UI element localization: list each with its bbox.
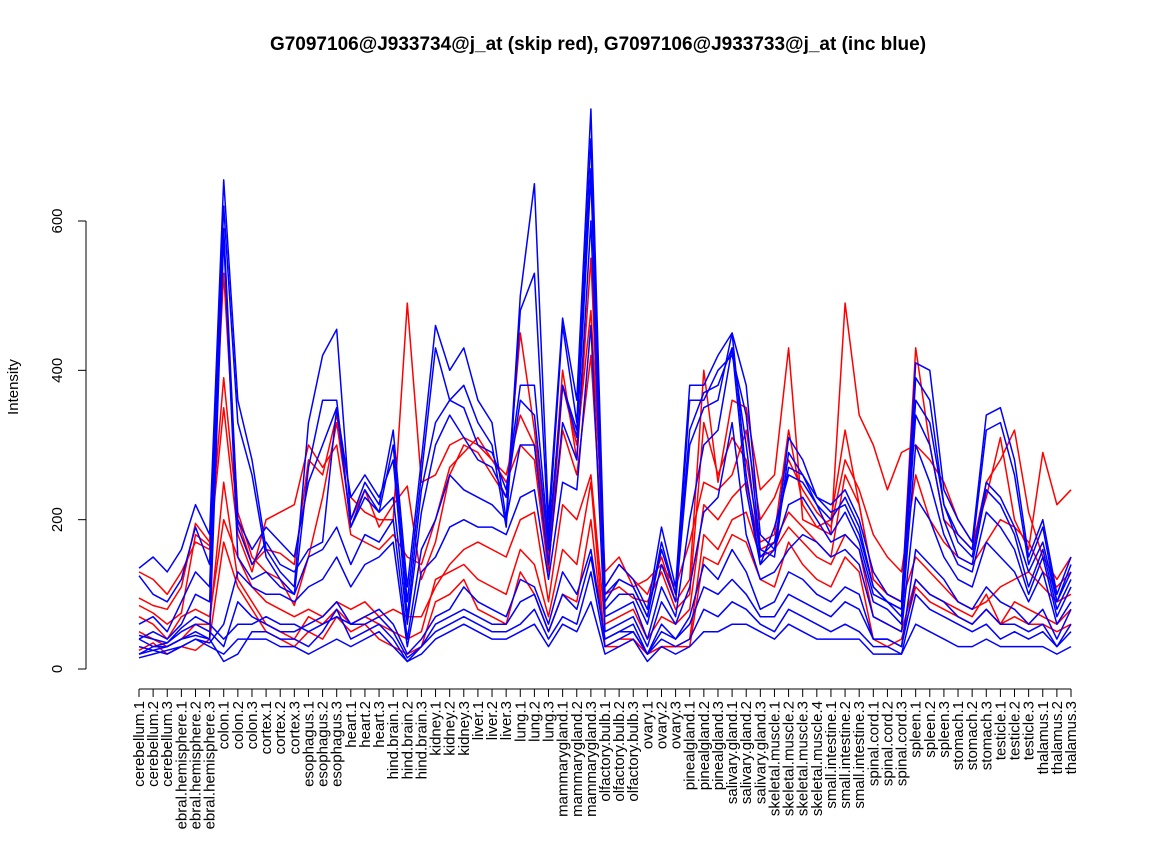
x-tick-label: spleen.1: [908, 701, 925, 758]
x-tick-label: thalamus.1: [1035, 701, 1052, 774]
x-tick-label: heart.2: [357, 701, 374, 748]
y-tick-label: 200: [49, 507, 66, 532]
x-tick-label: mammarygland.3: [583, 701, 600, 817]
x-tick-label: cerebellum.2: [145, 701, 162, 787]
x-tick-label: ebral.hemisphere.1: [173, 701, 190, 829]
x-tick-label: esophagus.1: [300, 701, 317, 787]
x-axis: cerebellum.1cerebellum.2cerebellum.3ebra…: [131, 688, 1080, 829]
x-tick-label: cortex.1: [258, 701, 275, 754]
series-line-inc-16: [138, 556, 1072, 659]
x-tick-label: cortex.3: [286, 701, 303, 754]
x-tick-label: ovary.2: [653, 701, 670, 749]
y-axis-label: Intensity: [5, 359, 22, 415]
series-line-inc-7: [138, 108, 1072, 611]
series-line-inc-12: [138, 324, 1072, 659]
x-tick-label: esophagus.2: [315, 701, 332, 787]
x-tick-label: testicle.1: [992, 701, 1009, 760]
x-tick-label: ovary.1: [639, 701, 656, 749]
x-tick-label: spinal.cord.2: [879, 701, 896, 786]
series-lines: [138, 108, 1072, 663]
x-tick-label: ovary.3: [668, 701, 685, 749]
x-tick-label: salivary.gland.2: [738, 701, 755, 804]
x-tick-label: spleen.2: [922, 701, 939, 758]
x-tick-label: hind.brain.2: [399, 701, 416, 779]
x-tick-label: esophagus.3: [329, 701, 346, 787]
x-tick-label: liver.1: [470, 701, 487, 740]
x-tick-label: spinal.cord.3: [894, 701, 911, 786]
x-tick-label: cerebellum.3: [159, 701, 176, 787]
x-tick-label: ebral.hemisphere.3: [202, 701, 219, 829]
x-tick-label: skeletal.muscle.3: [795, 701, 812, 816]
x-tick-label: kidney.1: [428, 701, 445, 756]
x-tick-label: testicle.2: [1007, 701, 1024, 760]
x-tick-label: thalamus.3: [1063, 701, 1080, 774]
x-tick-label: colon.1: [216, 701, 233, 749]
x-tick-label: cortex.2: [272, 701, 289, 754]
x-tick-label: stomach.2: [964, 701, 981, 770]
x-tick-label: testicle.3: [1021, 701, 1038, 760]
x-tick-label: pinealgland.1: [682, 701, 699, 790]
x-tick-label: ebral.hemisphere.2: [187, 701, 204, 829]
x-tick-label: small.intestine.1: [823, 701, 840, 809]
x-tick-label: salivary.gland.1: [724, 701, 741, 804]
x-tick-label: colon.2: [230, 701, 247, 749]
chart-title: G7097106@J933734@j_at (skip red), G70971…: [270, 34, 926, 55]
x-tick-label: hind.brain.1: [385, 701, 402, 779]
x-tick-label: skeletal.muscle.1: [766, 701, 783, 816]
x-tick-label: mammarygland.2: [569, 701, 586, 817]
x-tick-label: lung.2: [526, 701, 543, 742]
x-tick-label: mammarygland.1: [555, 701, 572, 817]
x-tick-label: lung.1: [512, 701, 529, 742]
x-tick-label: olfactory.bulb.2: [611, 701, 628, 802]
y-tick-label: 0: [49, 665, 66, 673]
x-tick-label: hind.brain.3: [413, 701, 430, 779]
x-tick-label: skeletal.muscle.4: [809, 701, 826, 816]
x-tick-label: spleen.3: [936, 701, 953, 758]
x-tick-label: salivary.gland.3: [752, 701, 769, 804]
x-tick-label: liver.3: [498, 701, 515, 740]
x-tick-label: thalamus.2: [1049, 701, 1066, 774]
x-tick-label: kidney.2: [442, 701, 459, 756]
x-tick-label: skeletal.muscle.2: [781, 701, 798, 816]
x-tick-label: small.intestine.2: [837, 701, 854, 809]
y-tick-label: 400: [49, 358, 66, 383]
x-tick-label: stomach.1: [950, 701, 967, 770]
x-tick-label: kidney.3: [456, 701, 473, 756]
x-tick-label: olfactory.bulb.1: [597, 701, 614, 802]
x-tick-label: olfactory.bulb.3: [625, 701, 642, 802]
x-tick-label: stomach.3: [978, 701, 995, 770]
x-tick-label: liver.2: [484, 701, 501, 740]
x-tick-label: cerebellum.1: [131, 701, 148, 787]
series-line-inc-14: [138, 571, 1072, 663]
x-tick-label: lung.3: [541, 701, 558, 742]
series-line-inc-15: [138, 601, 1072, 663]
y-axis: 0 200 400 600: [49, 208, 87, 673]
x-tick-label: pinealgland.3: [710, 701, 727, 790]
y-tick-label: 600: [49, 208, 66, 233]
x-tick-label: small.intestine.3: [851, 701, 868, 809]
x-tick-label: colon.3: [244, 701, 261, 749]
x-tick-label: heart.3: [371, 701, 388, 748]
x-tick-label: spinal.cord.1: [865, 701, 882, 786]
x-tick-label: pinealgland.2: [696, 701, 713, 790]
x-tick-label: heart.1: [343, 701, 360, 748]
